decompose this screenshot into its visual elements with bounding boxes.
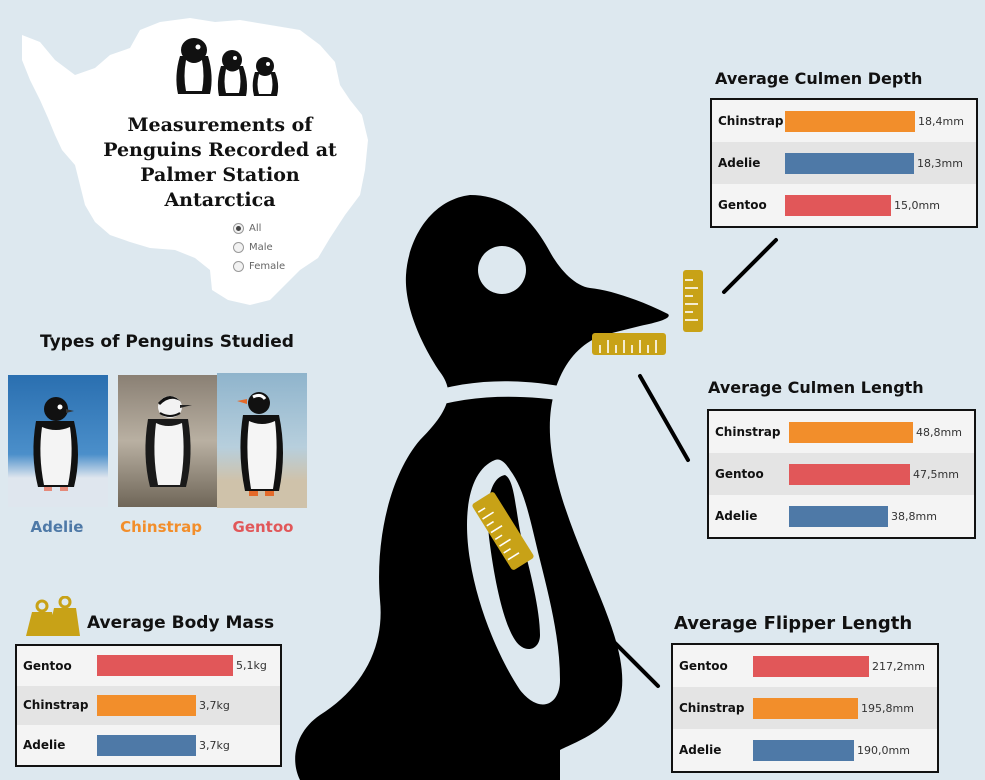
category-label: Adelie [715, 509, 758, 523]
antarctica-map [22, 18, 368, 305]
category-label: Gentoo [23, 658, 72, 673]
bar-row: Chinstrap 18,4mm [712, 100, 976, 142]
body-mass-chart: Gentoo 5,1kg Chinstrap 3,7kg Adelie 3,7kg [15, 644, 282, 767]
radio-icon[interactable] [233, 242, 244, 253]
bar-mark [753, 739, 854, 761]
bar-mark [789, 421, 913, 443]
penguins-logo-icon [176, 38, 279, 96]
title-line: Penguins Recorded at [103, 139, 337, 161]
bar-row: Gentoo 5,1kg [17, 646, 280, 686]
bar-row: Adelie 38,8mm [709, 495, 974, 537]
bar-row: Gentoo 217,2mm [673, 645, 937, 687]
radio-selected-icon[interactable] [233, 223, 244, 234]
category-label: Adelie [679, 743, 722, 757]
adelie-photo [8, 375, 108, 507]
bar-mark [753, 655, 869, 677]
title-line: Palmer Station [140, 164, 300, 186]
species-label-adelie: Adelie [30, 518, 84, 536]
bar-row: Chinstrap 3,7kg [17, 685, 280, 726]
value-label: 48,8mm [916, 425, 962, 439]
page-title: Measurements of Penguins Recorded at Pal… [95, 113, 345, 213]
bar-mark [789, 505, 888, 527]
category-label: Chinstrap [679, 701, 745, 715]
bar-row: Adelie 190,0mm [673, 729, 937, 771]
bar-mark [785, 152, 914, 174]
value-label: 190,0mm [857, 743, 910, 757]
bar-row: Chinstrap 195,8mm [673, 687, 937, 729]
bar-row: Adelie 18,3mm [712, 142, 976, 184]
gentoo-penguin-icon [237, 392, 283, 496]
chinstrap-penguin-icon [145, 396, 192, 487]
culmen-length-heading: Average Culmen Length [708, 378, 924, 397]
value-label: 195,8mm [861, 701, 914, 715]
adelie-penguin-icon [33, 397, 78, 491]
category-label: Adelie [23, 738, 66, 753]
bar-mark [785, 194, 891, 216]
title-line: Antarctica [164, 189, 276, 211]
bar-row: Gentoo 15,0mm [712, 184, 976, 226]
radio-icon[interactable] [233, 261, 244, 272]
gentoo-photo [217, 373, 307, 508]
species-label-chinstrap: Chinstrap [120, 518, 202, 536]
category-label: Gentoo [715, 467, 764, 481]
value-label: 15,0mm [894, 198, 940, 212]
culmen-length-chart: Chinstrap 48,8mm Gentoo 47,5mm Adelie 38,8mm [707, 409, 976, 539]
types-heading: Types of Penguins Studied [40, 332, 294, 352]
filter-option-male[interactable]: Male [233, 238, 285, 257]
culmen-depth-heading: Average Culmen Depth [715, 69, 923, 88]
bar-mark [97, 655, 233, 677]
bar-mark [789, 463, 910, 485]
title-line: Measurements of [127, 114, 313, 136]
chinstrap-photo [118, 375, 218, 507]
bar-mark [97, 734, 196, 756]
value-label: 217,2mm [872, 659, 925, 673]
category-label: Chinstrap [23, 698, 89, 713]
flipper-length-chart: Gentoo 217,2mm Chinstrap 195,8mm Adelie 190,0… [671, 643, 939, 773]
value-label: 18,4mm [918, 114, 964, 128]
filter-label: Female [249, 261, 286, 272]
filter-label: Male [249, 242, 273, 253]
value-label: 5,1kg [236, 659, 267, 673]
category-label: Adelie [718, 156, 761, 170]
bar-row: Adelie 3,7kg [17, 725, 280, 765]
category-label: Chinstrap [718, 114, 784, 128]
value-label: 47,5mm [913, 467, 959, 481]
filter-option-all[interactable]: All [233, 219, 285, 238]
flipper-length-heading: Average Flipper Length [674, 613, 913, 634]
weights-icon [26, 596, 80, 636]
sex-filter: All Male Female [233, 219, 285, 276]
value-label: 3,7kg [199, 698, 230, 712]
bar-mark [753, 697, 858, 719]
bar-mark [785, 110, 915, 132]
body-mass-heading: Average Body Mass [87, 613, 275, 633]
filter-label: All [249, 223, 262, 234]
species-label-gentoo: Gentoo [232, 518, 294, 536]
category-label: Gentoo [679, 659, 728, 673]
value-label: 18,3mm [917, 156, 963, 170]
bar-mark [97, 694, 196, 716]
bar-row: Gentoo 47,5mm [709, 453, 974, 495]
value-label: 38,8mm [891, 509, 937, 523]
value-label: 3,7kg [199, 738, 230, 752]
category-label: Chinstrap [715, 425, 781, 439]
culmen-depth-chart: Chinstrap 18,4mm Adelie 18,3mm Gentoo 15,0mm [710, 98, 978, 228]
filter-option-female[interactable]: Female [233, 257, 285, 276]
bar-row: Chinstrap 48,8mm [709, 411, 974, 453]
category-label: Gentoo [718, 198, 767, 212]
